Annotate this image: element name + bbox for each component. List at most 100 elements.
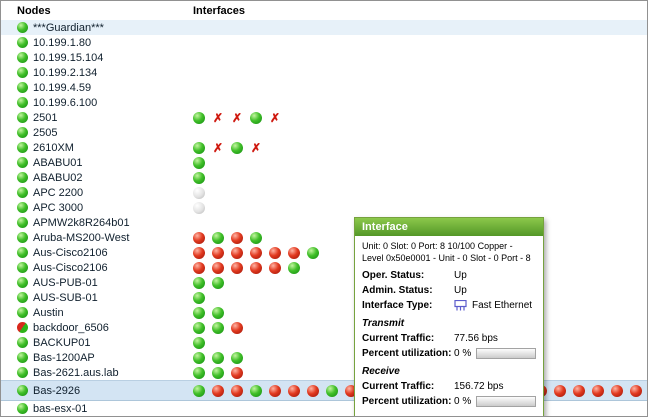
interface-status-up-icon[interactable] [250, 231, 262, 244]
node-row[interactable]: 10.199.6.100 [1, 95, 647, 110]
interface-error-x-icon[interactable]: ✗ [269, 111, 281, 124]
node-name[interactable]: 2610XM [33, 141, 74, 154]
node-name[interactable]: ABABU02 [33, 171, 83, 184]
interface-status-up-icon[interactable] [212, 366, 224, 379]
interface-status-down-icon[interactable] [193, 231, 205, 244]
interface-status-down-icon[interactable] [212, 261, 224, 274]
interface-status-up-icon[interactable] [193, 351, 205, 364]
interface-status-down-icon[interactable] [269, 261, 281, 274]
interface-status-up-icon[interactable] [193, 306, 205, 319]
interface-status-down-icon[interactable] [231, 231, 243, 244]
interface-status-down-icon[interactable] [611, 384, 623, 397]
node-name[interactable]: Bas-1200AP [33, 351, 95, 364]
node-row[interactable]: ABABU02 [1, 170, 647, 185]
node-name[interactable]: backdoor_6506 [33, 321, 109, 334]
node-name[interactable]: bas-esx-01 [33, 402, 88, 415]
node-name[interactable]: ***Guardian*** [33, 21, 104, 34]
node-row[interactable]: AUS-SUB-01 [1, 290, 647, 305]
interface-status-up-icon[interactable] [193, 141, 205, 154]
interface-status-down-icon[interactable] [269, 384, 281, 397]
node-row[interactable]: Austin [1, 305, 647, 320]
interface-status-up-icon[interactable] [231, 351, 243, 364]
node-name[interactable]: 10.199.15.104 [33, 51, 104, 64]
node-row[interactable]: 10.199.2.134 [1, 65, 647, 80]
node-name[interactable]: APC 2200 [33, 186, 84, 199]
node-row[interactable]: 2505 [1, 125, 647, 140]
interface-status-down-icon[interactable] [231, 366, 243, 379]
interface-error-x-icon[interactable]: ✗ [250, 141, 262, 154]
node-row[interactable]: 10.199.4.59 [1, 80, 647, 95]
node-name[interactable]: Bas-2621.aus.lab [33, 366, 119, 379]
interface-status-down-icon[interactable] [288, 384, 300, 397]
node-name[interactable]: Aruba-MS200-West [33, 231, 130, 244]
interface-status-up-icon[interactable] [307, 246, 319, 259]
interface-status-up-icon[interactable] [212, 306, 224, 319]
interface-status-down-icon[interactable] [193, 246, 205, 259]
node-name[interactable]: AUS-SUB-01 [33, 291, 98, 304]
interface-status-down-icon[interactable] [231, 261, 243, 274]
node-name[interactable]: APC 3000 [33, 201, 84, 214]
interface-status-down-icon[interactable] [231, 246, 243, 259]
node-row[interactable]: Bas-2621.aus.lab [1, 365, 647, 380]
interface-status-up-icon[interactable] [193, 171, 205, 184]
interface-status-down-icon[interactable] [193, 261, 205, 274]
interface-status-up-icon[interactable] [326, 384, 338, 397]
interface-status-down-icon[interactable] [307, 384, 319, 397]
node-row[interactable]: Bas-1200AP [1, 350, 647, 365]
node-name[interactable]: 10.199.1.80 [33, 36, 92, 49]
node-row[interactable]: backdoor_6506 [1, 320, 647, 335]
interface-status-up-icon[interactable] [193, 366, 205, 379]
node-name[interactable]: AUS-PUB-01 [33, 276, 98, 289]
interface-status-unknown-icon[interactable] [193, 201, 205, 214]
node-row[interactable]: 10.199.15.104 [1, 50, 647, 65]
interface-status-up-icon[interactable] [212, 231, 224, 244]
interface-error-x-icon[interactable]: ✗ [212, 111, 224, 124]
interface-status-down-icon[interactable] [288, 246, 300, 259]
interface-status-up-icon[interactable] [212, 351, 224, 364]
interface-status-up-icon[interactable] [250, 111, 262, 124]
interface-status-up-icon[interactable] [212, 276, 224, 289]
interface-status-down-icon[interactable] [212, 384, 224, 397]
interface-status-down-icon[interactable] [592, 384, 604, 397]
interface-status-up-icon[interactable] [193, 111, 205, 124]
node-row[interactable]: AUS-PUB-01 [1, 275, 647, 290]
interface-status-down-icon[interactable] [630, 384, 642, 397]
node-name[interactable]: ABABU01 [33, 156, 83, 169]
node-name[interactable]: 10.199.6.100 [33, 96, 98, 109]
node-row[interactable]: ABABU01 [1, 155, 647, 170]
interface-status-down-icon[interactable] [212, 246, 224, 259]
node-row[interactable]: ***Guardian*** [1, 20, 647, 35]
node-row[interactable]: Bas-2926 [1, 380, 647, 401]
interface-status-up-icon[interactable] [212, 321, 224, 334]
interface-status-up-icon[interactable] [193, 276, 205, 289]
node-name[interactable]: 10.199.2.134 [33, 66, 98, 79]
node-name[interactable]: Austin [33, 306, 64, 319]
interface-error-x-icon[interactable]: ✗ [231, 111, 243, 124]
node-name[interactable]: APMW2k8R264b01 [33, 216, 130, 229]
node-name[interactable]: 2505 [33, 126, 58, 139]
node-row[interactable]: 2501 ✗ ✗ ✗ [1, 110, 647, 125]
interface-status-up-icon[interactable] [250, 384, 262, 397]
node-row[interactable]: APC 2200 [1, 185, 647, 200]
interface-status-down-icon[interactable] [573, 384, 585, 397]
interface-status-up-icon[interactable] [193, 321, 205, 334]
node-row[interactable]: APMW2k8R264b01 [1, 215, 647, 230]
interface-status-down-icon[interactable] [250, 261, 262, 274]
interface-status-down-icon[interactable] [554, 384, 566, 397]
node-name[interactable]: Bas-2926 [33, 384, 81, 397]
node-row[interactable]: 2610XM ✗ ✗ [1, 140, 647, 155]
node-name[interactable]: 10.199.4.59 [33, 81, 92, 94]
interface-status-down-icon[interactable] [231, 321, 243, 334]
node-name[interactable]: BACKUP01 [33, 336, 91, 349]
node-name[interactable]: Aus-Cisco2106 [33, 261, 108, 274]
node-name[interactable]: 2501 [33, 111, 58, 124]
node-row[interactable]: Aus-Cisco2106 [1, 245, 647, 260]
node-name[interactable]: Aus-Cisco2106 [33, 246, 108, 259]
interface-status-down-icon[interactable] [250, 246, 262, 259]
interface-error-x-icon[interactable]: ✗ [212, 141, 224, 154]
interface-status-up-icon[interactable] [193, 291, 205, 304]
interface-status-up-icon[interactable] [231, 141, 243, 154]
interface-status-down-icon[interactable] [231, 384, 243, 397]
interface-status-unknown-icon[interactable] [193, 186, 205, 199]
interface-status-up-icon[interactable] [288, 261, 300, 274]
